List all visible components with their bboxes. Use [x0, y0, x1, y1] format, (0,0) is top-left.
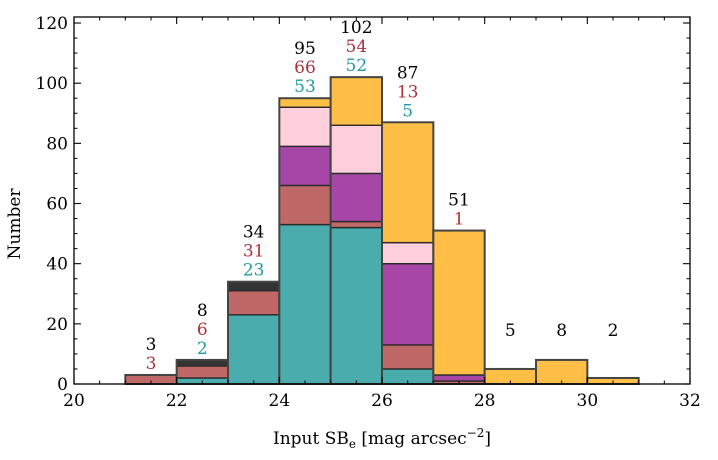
bar-segment-26-s1	[381, 344, 435, 370]
x-tick-label: 32	[679, 391, 701, 411]
bar-segment-24-s4	[278, 97, 332, 108]
y-tick-label: 60	[46, 195, 68, 215]
annotation-red-26: 13	[397, 82, 419, 102]
bar-segment-26-s2	[381, 262, 435, 346]
y-tick-label: 80	[46, 134, 68, 154]
bar-segment-26-s4	[381, 121, 435, 244]
bar-segment-25-s3	[329, 124, 383, 175]
annotation-teal-24: 53	[294, 77, 316, 97]
bar-segment-26-s3	[381, 241, 435, 265]
bar-segment-25-s4	[329, 76, 383, 126]
y-tick-label: 100	[36, 74, 68, 94]
x-tick-label: 24	[269, 391, 291, 411]
annotation-total-26: 87	[397, 63, 419, 83]
bar-segment-23-s1	[227, 290, 281, 316]
annotation-red-23: 31	[243, 242, 265, 262]
bar-segment-29-s4	[535, 359, 589, 385]
bar-segment-24-s2	[278, 145, 332, 187]
bar-segment-25-s2	[329, 172, 383, 223]
annotation-total-24: 95	[294, 39, 316, 59]
annotation-total-29: 8	[556, 321, 567, 341]
annotation-red-27: 1	[454, 210, 465, 230]
annotation-teal-23: 23	[243, 261, 265, 281]
bar-segment-25-s1	[329, 220, 383, 229]
bar-segment-24-s3	[278, 106, 332, 148]
annotation-red-25: 54	[346, 37, 368, 57]
x-tick-label: 26	[371, 391, 393, 411]
bar-segment-25-s0	[329, 226, 383, 385]
annotation-total-23: 34	[243, 223, 265, 243]
bar-segment-22-s1	[175, 365, 229, 379]
y-tick-label: 0	[57, 375, 68, 395]
bar-segment-27-s4	[432, 229, 486, 376]
annotation-total-28: 5	[505, 321, 516, 341]
annotation-total-25: 102	[340, 18, 372, 38]
x-axis-label: Input SBe [mag arcsec−2]	[273, 426, 491, 451]
annotation-total-21: 3	[146, 335, 157, 355]
y-tick-label: 120	[36, 14, 68, 34]
annotation-teal-25: 52	[346, 56, 368, 76]
bar-segment-23-s0	[227, 314, 281, 385]
y-tick-label: 40	[46, 255, 68, 275]
y-tick-label: 20	[46, 315, 68, 335]
bar-segment-23-s5	[227, 281, 281, 292]
bar-segment-27-s2	[432, 374, 486, 382]
x-tick-label: 30	[577, 391, 599, 411]
bar-segment-24-s0	[278, 223, 332, 385]
bar-segment-24-s1	[278, 184, 332, 226]
annotation-total-30: 2	[608, 321, 619, 341]
x-tick-label: 20	[63, 391, 85, 411]
annotation-teal-26: 5	[402, 101, 413, 121]
x-tick-label: 28	[474, 391, 496, 411]
annotation-red-24: 66	[294, 58, 316, 78]
annotation-red-22: 6	[197, 320, 208, 340]
annotation-red-21: 3	[146, 354, 157, 374]
y-axis-label: Number	[5, 188, 25, 260]
annotation-teal-22: 2	[197, 339, 208, 359]
annotation-total-22: 8	[197, 301, 208, 321]
annotation-total-27: 51	[448, 191, 470, 211]
x-tick-label: 22	[166, 391, 188, 411]
